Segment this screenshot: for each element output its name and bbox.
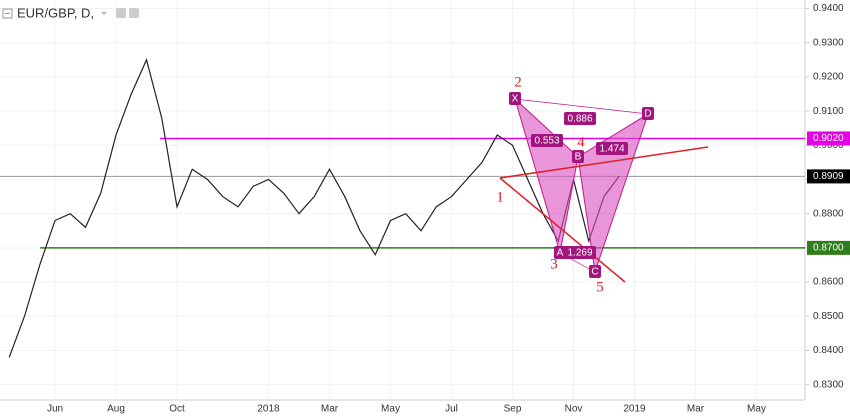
y-tick-label: 0.8500	[813, 311, 844, 322]
x-tick-label: 2019	[623, 404, 646, 415]
y-tick-label: 0.8400	[813, 345, 844, 356]
ratio-box	[596, 142, 628, 155]
x-tick-label: Mar	[321, 404, 339, 415]
x-tick-label: Aug	[107, 404, 125, 415]
close-icon[interactable]	[129, 8, 139, 18]
wave-label: 1	[496, 189, 504, 205]
x-tick-label: May	[381, 404, 400, 415]
price-label-box	[807, 169, 850, 184]
pattern-point-label: D	[644, 109, 651, 120]
wave-label: 2	[514, 74, 522, 90]
collapse-icon[interactable]	[2, 8, 13, 19]
price-label-box	[807, 240, 850, 255]
x-tick-label: May	[747, 404, 766, 415]
y-tick-label: 0.9200	[813, 72, 844, 83]
pattern-point-box	[572, 150, 584, 163]
pattern-point-box	[509, 92, 521, 105]
price-label-box	[807, 131, 850, 146]
pattern-point-label: B	[575, 152, 582, 163]
price-label: 0.8909	[813, 171, 844, 182]
y-tick-label: 0.8300	[813, 379, 844, 390]
price-line	[8, 58, 620, 358]
pattern-point-box	[589, 265, 601, 278]
y-tick-label: 0.9100	[813, 106, 844, 117]
x-tick-label: Mar	[687, 404, 705, 415]
wave-label: 4	[577, 134, 585, 150]
pattern-point-box	[554, 246, 566, 259]
y-tick-label: 0.8800	[813, 208, 844, 219]
ratio-box	[531, 134, 563, 147]
settings-icon[interactable]	[116, 8, 126, 18]
pattern-triangle	[514, 97, 579, 254]
ratio-box	[564, 246, 596, 259]
pattern-point-label: C	[591, 267, 598, 278]
pattern-point-label: X	[512, 94, 519, 105]
x-tick-label: Sep	[504, 404, 522, 415]
pattern-point-box	[642, 107, 654, 120]
price-label: 0.8700	[813, 243, 844, 254]
trend-line	[499, 146, 709, 179]
x-tick-label: Nov	[565, 404, 583, 415]
x-tick-label: 2018	[257, 404, 280, 415]
x-tick-label: Jul	[445, 404, 458, 415]
harmonic-pattern	[514, 97, 649, 273]
ratio-box	[564, 112, 596, 125]
pattern-line	[514, 98, 649, 115]
trend-line	[499, 177, 626, 283]
x-tick-label: Oct	[169, 404, 185, 415]
y-tick-label: 0.9300	[813, 37, 844, 48]
y-tick-label: 0.9400	[813, 3, 844, 14]
ratio-label: 1.474	[599, 144, 624, 155]
ratio-label: 0.553	[534, 136, 559, 147]
wave-label: 5	[596, 279, 604, 295]
pattern-point-label: A	[557, 248, 564, 259]
grid	[0, 0, 805, 400]
ratio-label: 0.886	[567, 114, 592, 125]
pattern-triangle	[577, 112, 649, 273]
y-tick-label: 0.8600	[813, 277, 844, 288]
symbol-title: EUR/GBP, D,	[17, 5, 94, 20]
wave-label: 3	[550, 256, 558, 272]
ratio-label: 1.269	[567, 248, 592, 259]
symbol-header: EUR/GBP, D,	[2, 5, 139, 20]
x-tick-label: Jun	[47, 404, 63, 415]
price-label: 0.9020	[813, 133, 844, 144]
dropdown-icon[interactable]	[101, 12, 107, 15]
